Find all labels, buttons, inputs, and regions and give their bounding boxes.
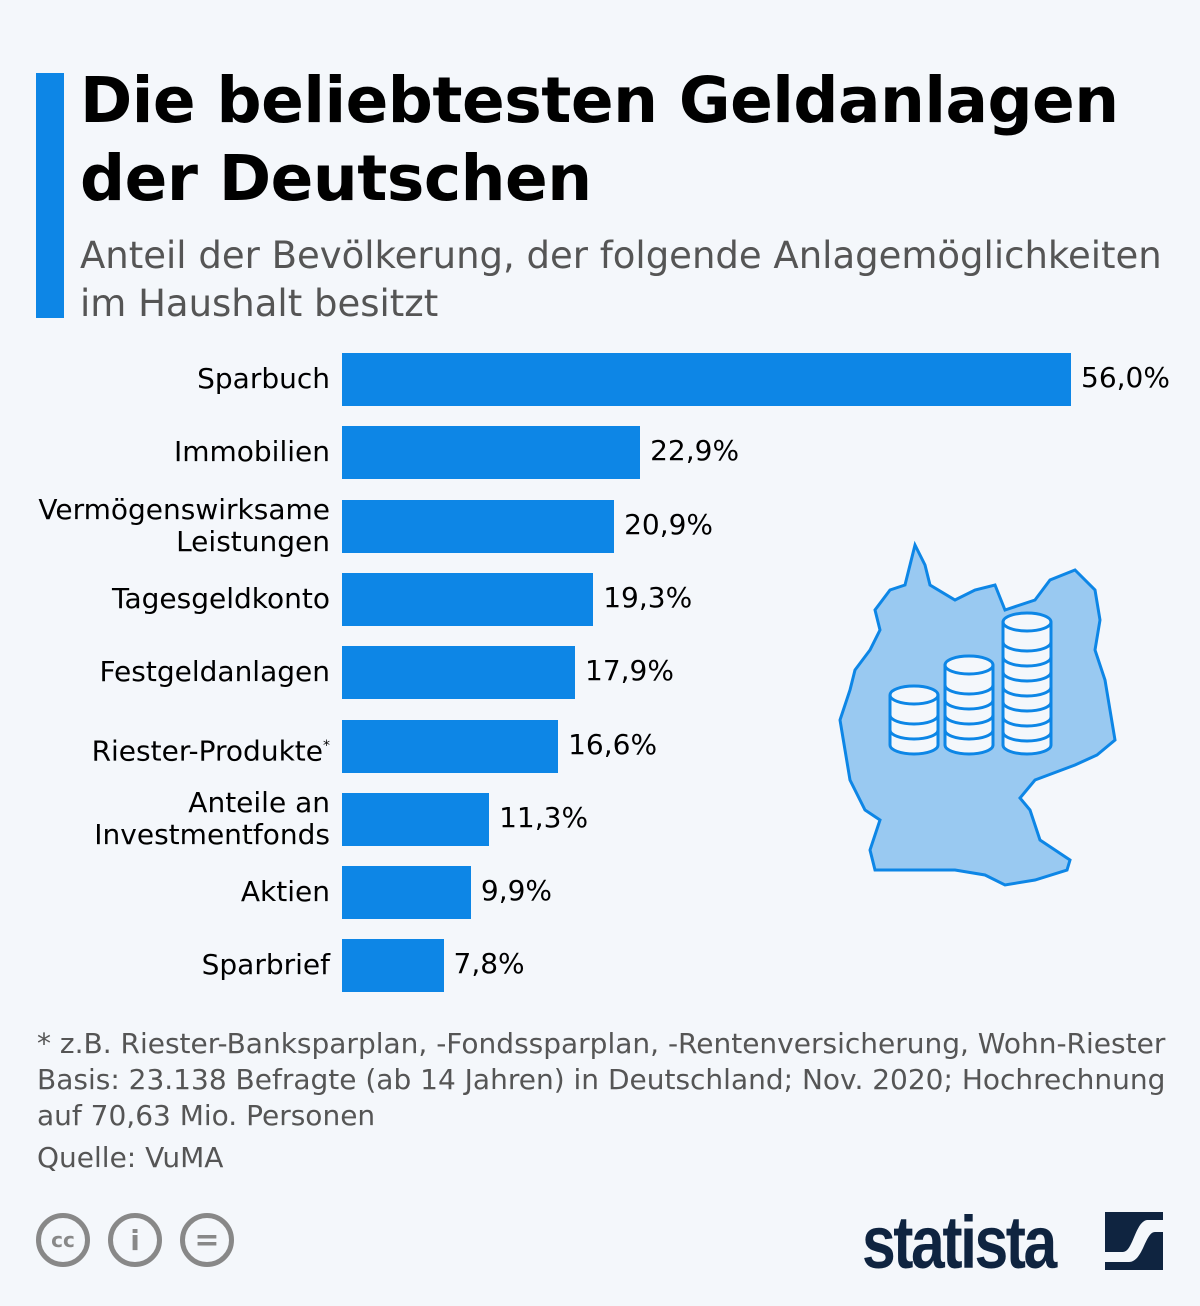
page-title: Die beliebtesten Geldanlagen der Deutsch…	[80, 64, 1119, 215]
bar	[342, 939, 444, 993]
attribution-icon[interactable]: i	[108, 1213, 162, 1267]
category-label: Festgeldanlagen	[99, 656, 330, 688]
germany-map-illustration	[838, 540, 1117, 887]
category-label: Riester-Produkte*	[92, 730, 330, 767]
source: Quelle: VuMA	[37, 1141, 224, 1174]
category-label-line: Riester-Produkte*	[91, 733, 330, 767]
bar	[342, 499, 615, 553]
cc-license-icon[interactable]: cc	[36, 1213, 90, 1267]
asterisk: *	[323, 737, 330, 754]
category-label: Tagesgeldkonto	[112, 581, 330, 615]
category-label-line: Sparbrief	[201, 948, 330, 982]
category-label-line: Investmentfonds	[94, 817, 330, 851]
footnote: * z.B. Riester-Banksparplan, -Fondssparp…	[37, 1026, 1187, 1134]
category-label-line: Immobilien	[173, 435, 330, 469]
no-derivatives-icon[interactable]: =	[180, 1213, 234, 1267]
value-label: 56,0%	[1081, 361, 1170, 394]
bar	[342, 572, 594, 626]
value-label: 22,9%	[650, 434, 740, 468]
value-label: 17,9%	[585, 654, 674, 688]
value-label: 16,6%	[568, 727, 658, 761]
category-label-line: Anteile an	[188, 785, 330, 819]
accent-bar	[36, 73, 64, 318]
category-label: Immobilien	[174, 436, 330, 468]
bar	[342, 646, 576, 700]
statista-logo-icon	[1105, 1212, 1163, 1270]
bar	[342, 866, 471, 920]
category-label: Sparbuch	[197, 363, 330, 395]
category-label: Sparbrief	[202, 949, 330, 981]
category-label: Vermögenswirksame Leistungen	[38, 492, 330, 558]
category-label-line: Festgeldanlagen	[99, 655, 330, 689]
value-label: 9,9%	[480, 874, 553, 908]
category-label-line: Leistungen	[176, 524, 330, 558]
statista-logo[interactable]: statista	[862, 1201, 1057, 1284]
bar	[342, 353, 1071, 406]
category-label: Anteile an Investmentfonds	[94, 785, 330, 851]
subtitle: Anteil der Bevölkerung, der folgende Anl…	[80, 234, 1162, 325]
value-label: 19,3%	[603, 580, 693, 614]
basis-text: Basis: 23.138 Befragte (ab 14 Jahren) in…	[37, 1063, 1166, 1132]
bar-chart: Sparbuch 56,0% Immobilien 22,9% Vermögenswir…	[0, 340, 1200, 1010]
coin-stacks-icon	[888, 611, 1053, 756]
bar	[342, 792, 490, 846]
category-label-line: Vermögenswirksame	[38, 492, 330, 526]
value-label: 11,3%	[499, 800, 589, 834]
footnote-text: * z.B. Riester-Banksparplan, -Fondssparp…	[37, 1027, 1166, 1060]
value-label: 20,9%	[624, 507, 714, 541]
bar	[342, 719, 559, 773]
category-label-line: Sparbuch	[197, 362, 330, 395]
category-label-line: Aktien	[240, 875, 330, 909]
bar	[342, 426, 641, 480]
category-label: Aktien	[241, 876, 330, 908]
category-label-line: Tagesgeldkonto	[112, 581, 330, 615]
value-label: 7,8%	[453, 947, 525, 981]
